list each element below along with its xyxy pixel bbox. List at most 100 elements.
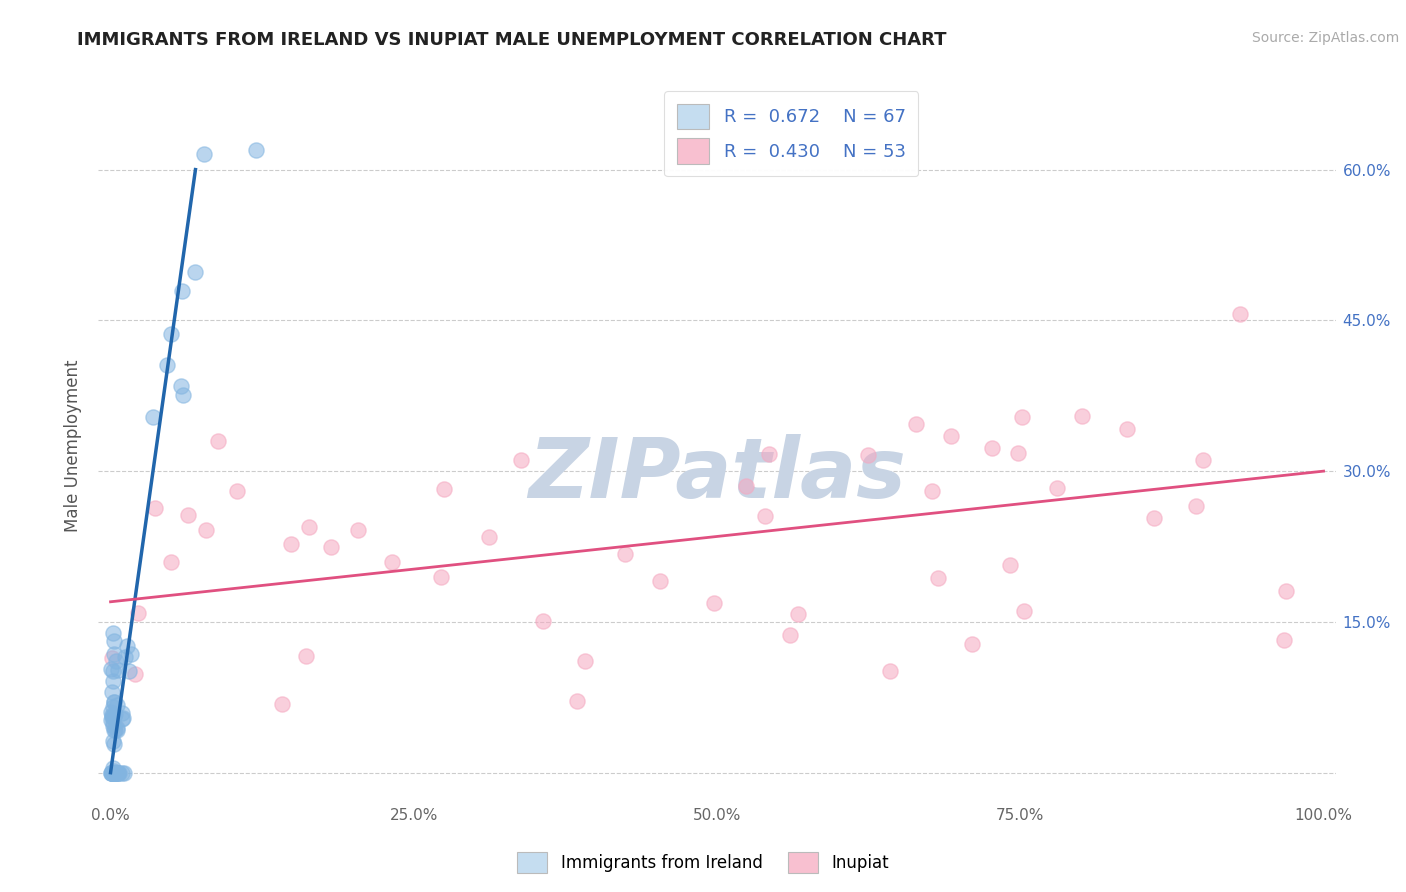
Point — [981, 441, 1004, 455]
Point — [105, 721, 128, 735]
Point — [879, 665, 901, 679]
Point — [103, 737, 125, 751]
Point — [111, 711, 134, 725]
Point — [107, 664, 129, 678]
Point — [927, 570, 949, 584]
Point — [101, 685, 124, 699]
Point — [104, 719, 127, 733]
Point — [101, 674, 124, 689]
Point — [294, 649, 316, 664]
Point — [101, 650, 124, 665]
Point — [103, 765, 125, 780]
Point — [574, 654, 596, 668]
Point — [177, 508, 200, 522]
Point — [1046, 481, 1069, 495]
Point — [614, 547, 637, 561]
Point — [100, 765, 122, 780]
Point — [735, 479, 758, 493]
Point — [962, 637, 984, 651]
Point — [787, 607, 810, 621]
Point — [1000, 558, 1022, 573]
Point — [226, 484, 249, 499]
Point — [100, 713, 122, 727]
Point — [172, 388, 194, 402]
Point — [270, 697, 292, 711]
Point — [124, 666, 146, 681]
Point — [156, 358, 179, 372]
Point — [1116, 422, 1139, 436]
Point — [104, 706, 127, 721]
Point — [207, 434, 229, 448]
Point — [1272, 633, 1295, 648]
Point — [143, 500, 166, 515]
Point — [779, 628, 801, 642]
Point — [905, 417, 928, 431]
Point — [941, 428, 963, 442]
Point — [531, 614, 554, 628]
Point — [103, 723, 125, 737]
Point — [160, 326, 183, 341]
Point — [101, 760, 124, 774]
Point — [754, 508, 776, 523]
Point — [101, 765, 124, 780]
Point — [195, 524, 218, 538]
Point — [1275, 584, 1298, 599]
Point — [298, 520, 321, 534]
Point — [100, 705, 122, 719]
Point — [107, 765, 129, 780]
Point — [321, 540, 343, 554]
Point — [758, 447, 780, 461]
Point — [101, 626, 124, 640]
Text: ZIPatlas: ZIPatlas — [529, 434, 905, 515]
Point — [103, 665, 125, 679]
Point — [101, 765, 124, 780]
Point — [347, 523, 370, 537]
Point — [101, 765, 124, 780]
Point — [118, 665, 141, 679]
Point — [104, 723, 127, 737]
Point — [108, 765, 131, 780]
Text: IMMIGRANTS FROM IRELAND VS INUPIAT MALE UNEMPLOYMENT CORRELATION CHART: IMMIGRANTS FROM IRELAND VS INUPIAT MALE … — [77, 31, 946, 49]
Legend: R =  0.672    N = 67, R =  0.430    N = 53: R = 0.672 N = 67, R = 0.430 N = 53 — [664, 91, 918, 177]
Point — [103, 695, 125, 709]
Point — [115, 639, 138, 653]
Point — [105, 723, 128, 737]
Point — [101, 765, 124, 780]
Point — [478, 530, 501, 544]
Point — [107, 765, 129, 780]
Point — [648, 574, 671, 588]
Point — [193, 146, 215, 161]
Point — [100, 765, 122, 780]
Point — [103, 733, 125, 747]
Point — [380, 555, 402, 569]
Point — [103, 765, 125, 780]
Point — [1070, 409, 1092, 423]
Point — [858, 448, 880, 462]
Point — [1192, 453, 1215, 467]
Point — [103, 715, 125, 730]
Point — [103, 633, 125, 648]
Point — [105, 765, 128, 780]
Point — [1012, 604, 1035, 618]
Point — [111, 765, 134, 780]
Point — [1185, 499, 1208, 513]
Point — [169, 379, 191, 393]
Point — [100, 765, 122, 780]
Point — [104, 654, 127, 668]
Point — [921, 484, 943, 499]
Point — [703, 595, 725, 609]
Point — [103, 764, 125, 779]
Point — [433, 482, 456, 496]
Point — [127, 607, 149, 621]
Point — [103, 710, 125, 724]
Point — [1229, 307, 1251, 321]
Point — [103, 699, 125, 714]
Point — [120, 648, 142, 662]
Legend: Immigrants from Ireland, Inupiat: Immigrants from Ireland, Inupiat — [510, 846, 896, 880]
Point — [101, 765, 124, 780]
Point — [111, 712, 134, 726]
Point — [101, 765, 124, 780]
Point — [280, 537, 302, 551]
Point — [1011, 409, 1033, 424]
Point — [101, 710, 124, 724]
